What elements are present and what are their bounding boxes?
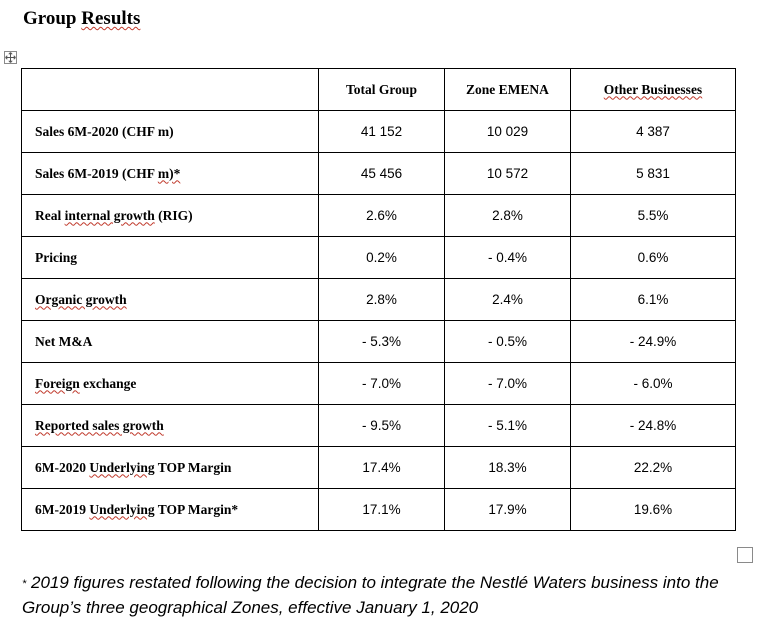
header-cell-label <box>21 68 319 111</box>
footnote-text: 2019 figures restated following the deci… <box>22 573 719 617</box>
row-value: 6.1% <box>570 278 736 321</box>
table-row: Net M&A - 5.3% - 0.5% - 24.9% <box>21 320 736 363</box>
row-value: 5 831 <box>570 152 736 195</box>
row-value: 22.2% <box>570 446 736 489</box>
row-value: 19.6% <box>570 488 736 531</box>
row-value: 41 152 <box>318 110 445 153</box>
table-row: Sales 6M-2020 (CHF m) 41 152 10 029 4 387 <box>21 110 736 153</box>
table-row: Real internal growth (RIG) 2.6% 2.8% 5.5% <box>21 194 736 237</box>
row-value: 2.6% <box>318 194 445 237</box>
row-value: 17.1% <box>318 488 445 531</box>
table-row: 6M-2020 Underlying TOP Margin 17.4% 18.3% 2… <box>21 446 736 489</box>
table-row: 6M-2019 Underlying TOP Margin* 17.1% 17.9%… <box>21 488 736 531</box>
header-total-group: Total Group <box>318 68 445 111</box>
row-label: Sales 6M-2019 (CHF m)* <box>21 152 319 195</box>
row-value: 2.8% <box>318 278 445 321</box>
row-value: - 24.8% <box>570 404 736 447</box>
row-value: - 7.0% <box>444 362 571 405</box>
row-value: 45 456 <box>318 152 445 195</box>
row-label: Sales 6M-2020 (CHF m) <box>21 110 319 153</box>
table-row: Pricing 0.2% - 0.4% 0.6% <box>21 236 736 279</box>
row-value: 2.8% <box>444 194 571 237</box>
header-other-businesses: Other Businesses <box>570 68 736 111</box>
row-value: - 0.4% <box>444 236 571 279</box>
row-label: 6M-2019 Underlying TOP Margin* <box>21 488 319 531</box>
table-move-handle-icon[interactable] <box>4 51 17 64</box>
row-value: - 9.5% <box>318 404 445 447</box>
table-row: Organic growth 2.8% 2.4% 6.1% <box>21 278 736 321</box>
row-value: - 0.5% <box>444 320 571 363</box>
row-value: 4 387 <box>570 110 736 153</box>
page-title: Group Results <box>23 8 141 29</box>
row-value: 0.6% <box>570 236 736 279</box>
row-label: 6M-2020 Underlying TOP Margin <box>21 446 319 489</box>
row-value: 0.2% <box>318 236 445 279</box>
row-label: Foreign exchange <box>21 362 319 405</box>
row-label: Net M&A <box>21 320 319 363</box>
table-row: Foreign exchange - 7.0% - 7.0% - 6.0% <box>21 362 736 405</box>
row-value: 17.4% <box>318 446 445 489</box>
row-label: Reported sales growth <box>21 404 319 447</box>
row-value: 5.5% <box>570 194 736 237</box>
row-value: - 5.1% <box>444 404 571 447</box>
row-value: - 5.3% <box>318 320 445 363</box>
header-zone-emena: Zone EMENA <box>444 68 571 111</box>
row-value: 10 029 <box>444 110 571 153</box>
row-value: - 7.0% <box>318 362 445 405</box>
footnote: * 2019 figures restated following the de… <box>22 570 772 620</box>
row-value: 2.4% <box>444 278 571 321</box>
table-row: Sales 6M-2019 (CHF m)* 45 456 10 572 5 831 <box>21 152 736 195</box>
row-value: 17.9% <box>444 488 571 531</box>
table-resize-handle-icon[interactable] <box>737 547 753 563</box>
footnote-marker: * <box>22 578 27 590</box>
row-label: Real internal growth (RIG) <box>21 194 319 237</box>
row-value: 10 572 <box>444 152 571 195</box>
results-table: Total Group Zone EMENA Other Businesses … <box>21 68 736 531</box>
row-value: - 24.9% <box>570 320 736 363</box>
table-header-row: Total Group Zone EMENA Other Businesses <box>21 68 736 111</box>
row-value: 18.3% <box>444 446 571 489</box>
row-value: - 6.0% <box>570 362 736 405</box>
row-label: Organic growth <box>21 278 319 321</box>
table-row: Reported sales growth - 9.5% - 5.1% - 24.8% <box>21 404 736 447</box>
row-label: Pricing <box>21 236 319 279</box>
